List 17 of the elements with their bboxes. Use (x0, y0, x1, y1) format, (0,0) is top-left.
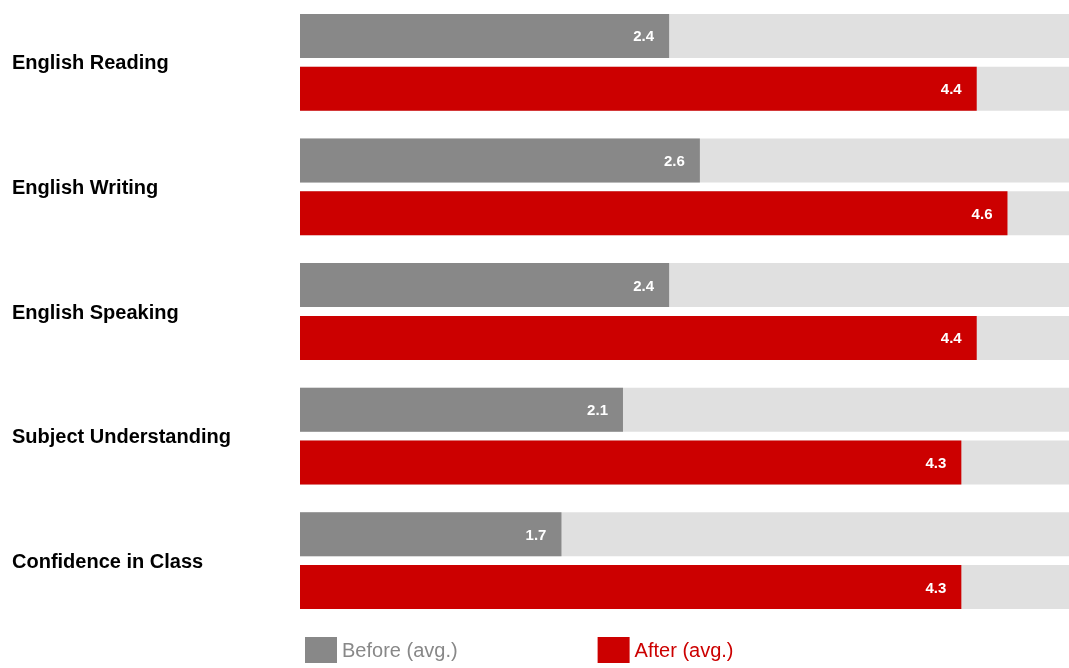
data-label: 2.4 (633, 27, 655, 45)
data-label: 4.4 (940, 329, 963, 347)
data-label: 1.7 (525, 525, 547, 543)
y-tick-label: Confidence in Class (12, 549, 204, 572)
y-tick-label: English Reading (12, 51, 169, 74)
y-tick-label: English Writing (12, 175, 159, 198)
data-label: 4.3 (925, 454, 947, 471)
data-label: 4.3 (925, 578, 947, 596)
legend-label: Before (avg.) (342, 639, 458, 661)
data-label: 2.4 (633, 276, 655, 294)
y-tick-label: Subject Understanding (12, 425, 231, 448)
legend-label: After (avg.) (634, 639, 734, 661)
data-label: 2.1 (587, 401, 608, 419)
y-tick-label: English Speaking (12, 300, 179, 323)
data-label: 4.6 (971, 204, 993, 222)
data-label: 4.4 (940, 80, 963, 98)
data-label: 2.6 (664, 152, 685, 169)
